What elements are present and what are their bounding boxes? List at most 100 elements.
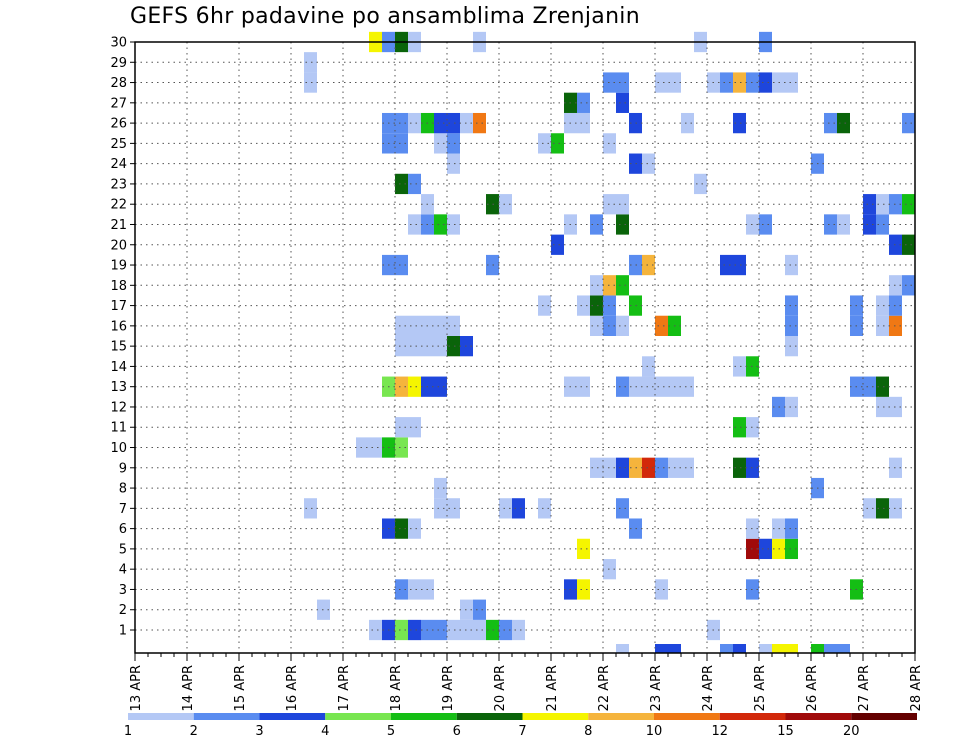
legend-swatch <box>719 713 786 720</box>
heatmap-cell <box>811 644 824 653</box>
heatmap-cell <box>655 376 668 397</box>
heatmap-cell <box>551 133 564 154</box>
heatmap-cell <box>304 52 317 73</box>
heatmap-cell <box>655 457 668 478</box>
heatmap-cell <box>551 234 564 255</box>
heatmap-cell <box>642 457 655 478</box>
y-tick-label: 7 <box>119 502 127 517</box>
heatmap-cell <box>733 254 746 276</box>
x-tick-label: 24 APR <box>701 665 716 711</box>
heatmap-cell <box>837 644 850 653</box>
heatmap-cell <box>863 214 876 235</box>
heatmap-cell <box>655 315 668 336</box>
heatmap-cell <box>759 214 772 235</box>
heatmap-cell <box>434 619 447 641</box>
heatmap-cell <box>785 644 798 653</box>
heatmap-cell <box>772 644 785 653</box>
heatmap-cell <box>902 112 915 134</box>
heatmap-cell <box>733 644 746 653</box>
legend-label: 1 <box>124 724 132 739</box>
heatmap-cell <box>447 112 460 134</box>
heatmap-cell <box>590 275 603 296</box>
y-tick-label: 8 <box>119 482 127 497</box>
heatmap-cell <box>655 644 668 653</box>
heatmap-cell <box>577 376 590 397</box>
x-tick-label: 25 APR <box>753 665 768 711</box>
y-tick-label: 29 <box>110 56 127 71</box>
heatmap-cell <box>395 579 408 600</box>
y-tick-label: 4 <box>119 563 127 578</box>
y-tick-label: 5 <box>119 542 127 557</box>
heatmap-cell <box>837 214 850 235</box>
heatmap-cell <box>733 457 746 478</box>
legend-label: 15 <box>777 724 794 739</box>
x-tick-label: 16 APR <box>285 665 300 711</box>
heatmap-cell <box>668 644 681 653</box>
heatmap-cell <box>681 112 694 134</box>
heatmap-cell <box>785 72 798 93</box>
chart-title: GEFS 6hr padavine po ansamblima Zrenjani… <box>130 4 640 29</box>
heatmap-cell <box>395 173 408 195</box>
y-tick-label: 23 <box>110 177 127 192</box>
heatmap-cell <box>590 295 603 316</box>
heatmap-cell <box>785 315 798 336</box>
y-tick-label: 3 <box>119 583 127 598</box>
heatmap-cell <box>837 112 850 134</box>
heatmap-cell <box>902 234 915 255</box>
legend-label: 6 <box>453 724 461 739</box>
heatmap-cell <box>733 72 746 93</box>
x-tick-label: 17 APR <box>337 665 352 711</box>
heatmap-cell <box>616 214 629 235</box>
x-tick-label: 22 APR <box>597 665 612 711</box>
color-legend: 1 2 3 4 5 6 7 8 10 12 15 20 <box>124 713 917 739</box>
legend-label: 8 <box>584 724 592 739</box>
heatmap-cell <box>863 498 876 519</box>
heatmap-cell <box>408 417 421 438</box>
heatmap-cell <box>902 194 915 215</box>
heatmap-cell <box>863 376 876 397</box>
legend-swatch <box>456 713 523 720</box>
heatmap-cell <box>434 498 447 519</box>
x-tick-label: 15 APR <box>233 665 248 711</box>
heatmap-cell <box>434 214 447 235</box>
heatmap-cell <box>824 112 837 134</box>
heatmap-cell <box>616 275 629 296</box>
legend-label: 12 <box>711 724 728 739</box>
heatmap-cell <box>720 254 733 276</box>
heatmap-cell <box>369 619 382 641</box>
heatmap-cell <box>759 644 772 653</box>
heatmap-cell <box>408 579 421 600</box>
heatmap-cell <box>434 112 447 134</box>
heatmap-cell <box>408 619 421 641</box>
heatmap-cell <box>408 214 421 235</box>
heatmap-cell <box>616 457 629 478</box>
heatmap-cell <box>616 315 629 336</box>
heatmap-cell <box>395 417 408 438</box>
heatmap-cell <box>733 417 746 438</box>
y-tick-label: 27 <box>110 96 127 111</box>
heatmap-cell <box>447 498 460 519</box>
heatmap-cell <box>824 214 837 235</box>
y-tick-label: 11 <box>110 421 127 436</box>
legend-swatch <box>325 713 391 720</box>
legend-swatch <box>785 713 852 720</box>
heatmap-cell <box>447 153 460 174</box>
heatmap-cell <box>395 336 408 357</box>
heatmap-cell <box>616 376 629 397</box>
legend-label: 5 <box>387 724 395 739</box>
y-tick-label: 15 <box>110 340 127 355</box>
heatmap-cell <box>876 295 889 316</box>
legend-swatch <box>193 713 260 720</box>
heatmap-cell <box>590 457 603 478</box>
heatmap-cell <box>473 112 486 134</box>
heatmap-cell <box>499 619 512 641</box>
heatmap-cell <box>785 336 798 357</box>
heatmap-cell <box>902 275 915 296</box>
heatmap-cell <box>616 194 629 215</box>
heatmap-cell <box>577 295 590 316</box>
heatmap-cell <box>590 315 603 336</box>
heatmap-cell <box>499 498 512 519</box>
heatmap-cell <box>369 437 382 458</box>
x-axis: 13 APR 14 APR 15 APR 16 APR 17 APR 18 APR 19 A… <box>129 653 924 711</box>
